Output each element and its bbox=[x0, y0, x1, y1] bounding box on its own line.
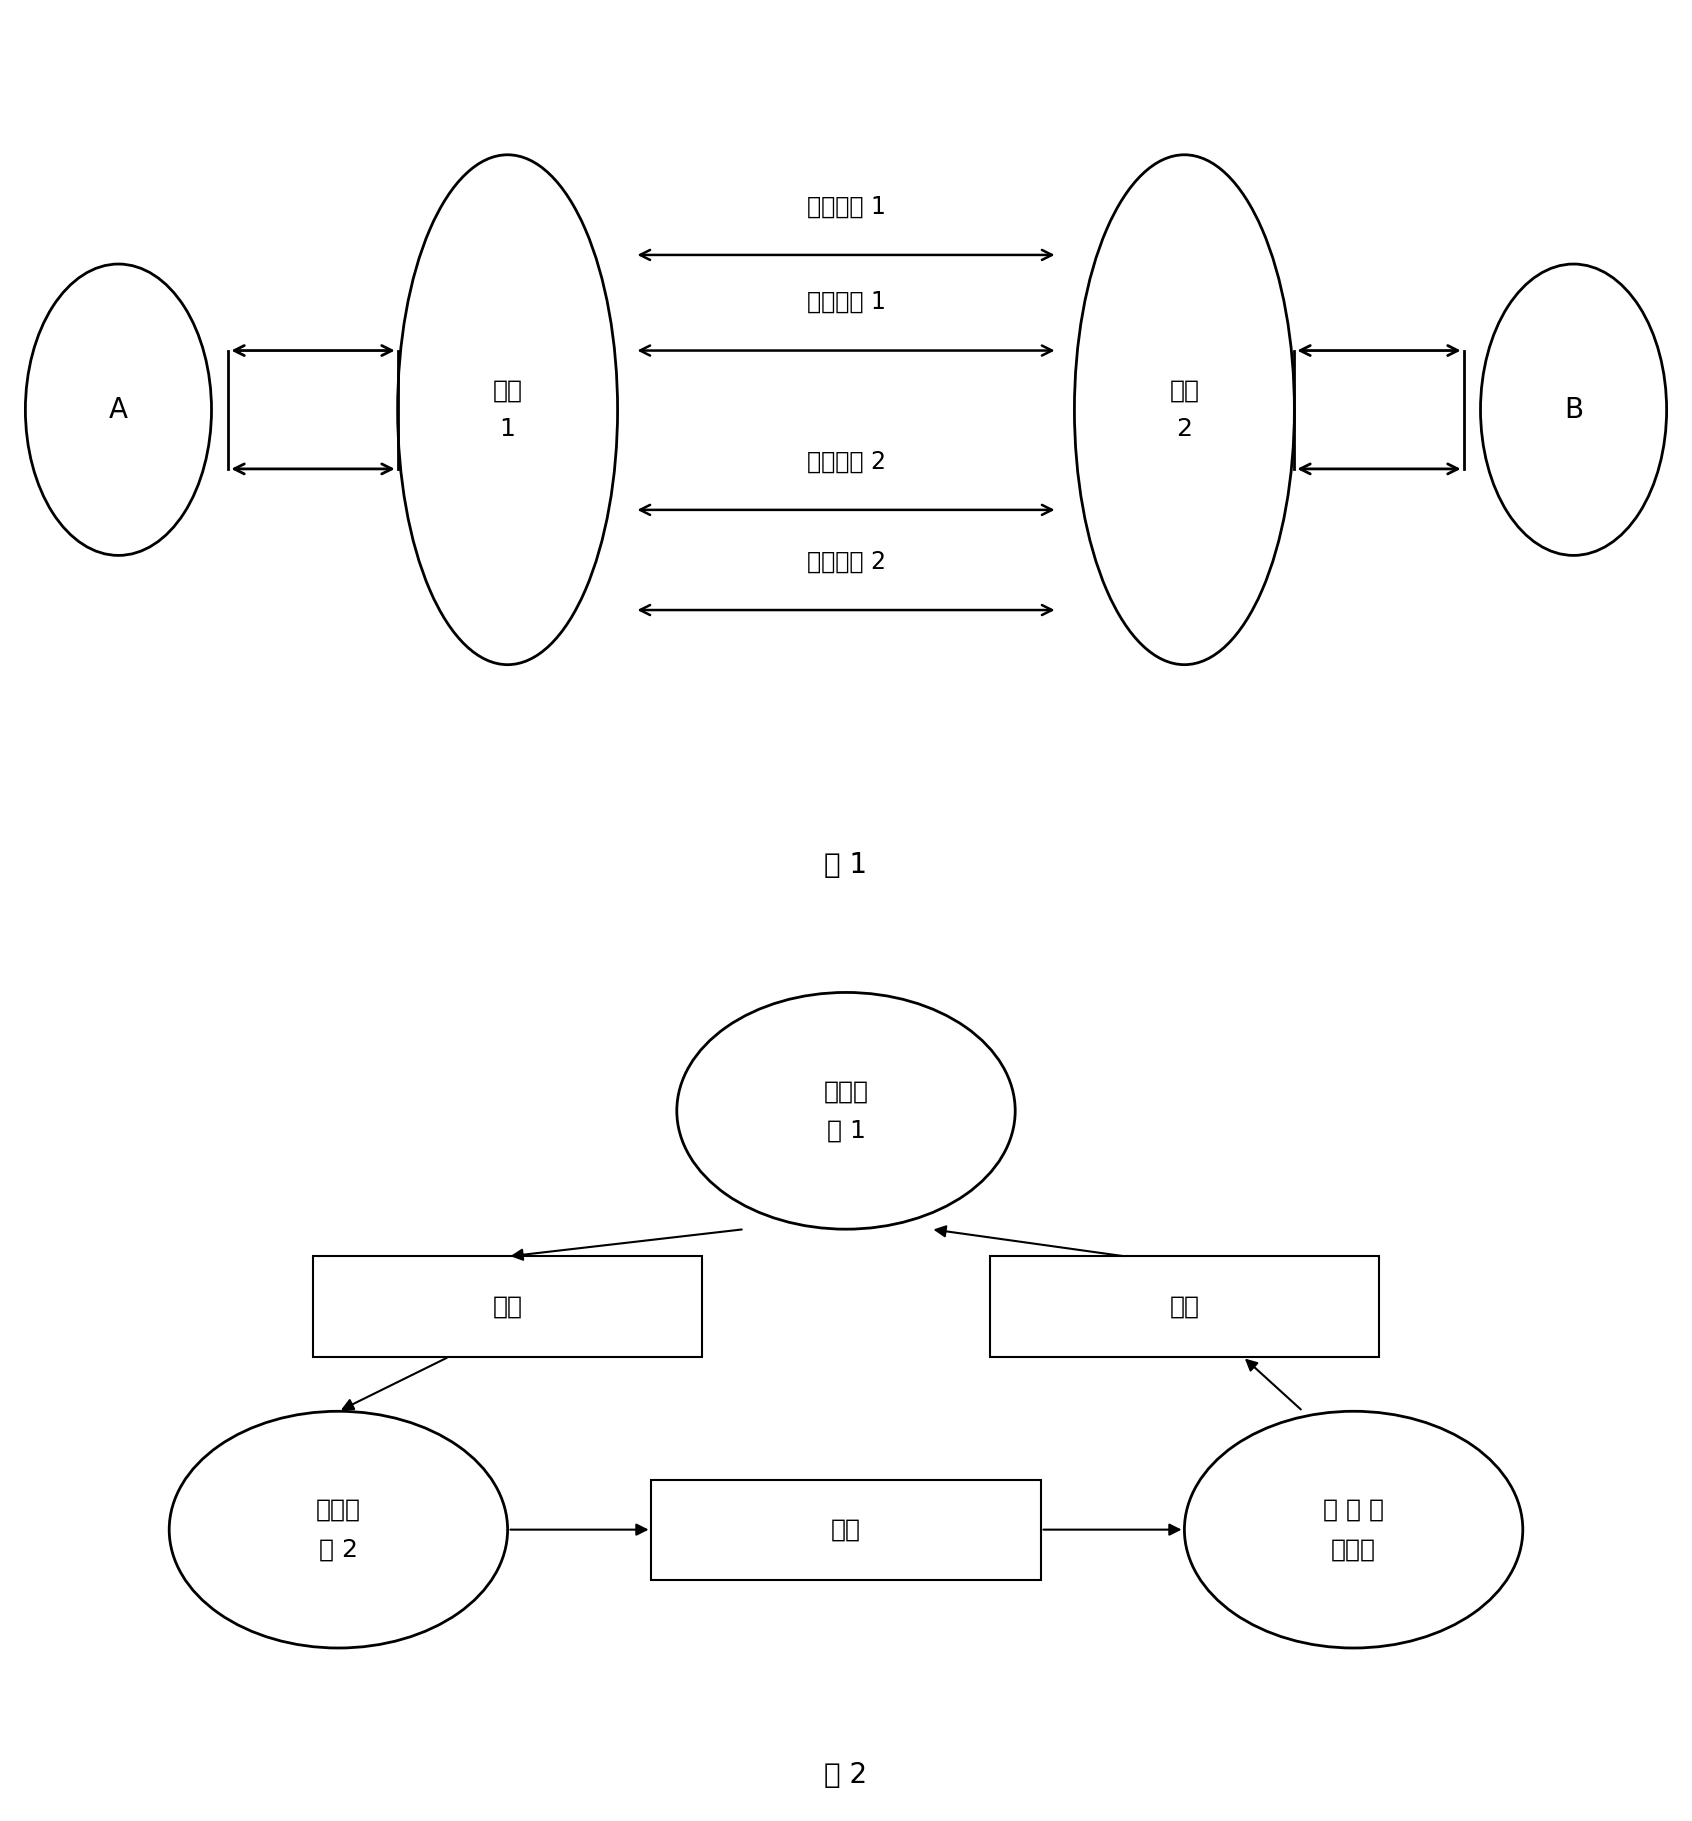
Text: 通讯通道 1: 通讯通道 1 bbox=[807, 290, 885, 313]
Text: B: B bbox=[1563, 395, 1584, 424]
Text: 图 1: 图 1 bbox=[824, 850, 868, 880]
Bar bbox=[990, 1256, 1379, 1357]
Text: 通讯通道 2: 通讯通道 2 bbox=[807, 450, 885, 473]
Text: 数据通道 2: 数据通道 2 bbox=[807, 550, 885, 574]
Text: 延时: 延时 bbox=[831, 1517, 861, 1542]
Text: 延时: 延时 bbox=[492, 1295, 523, 1318]
Text: 设备
1: 设备 1 bbox=[492, 379, 523, 441]
Text: 延时: 延时 bbox=[1169, 1295, 1200, 1318]
Bar bbox=[651, 1479, 1041, 1579]
Text: 发 送 有
效数据: 发 送 有 效数据 bbox=[1323, 1499, 1384, 1561]
Text: 发送状
态 2: 发送状 态 2 bbox=[316, 1499, 360, 1561]
Text: 设备
2: 设备 2 bbox=[1169, 379, 1200, 441]
Text: 数据通道 1: 数据通道 1 bbox=[807, 195, 885, 219]
Bar bbox=[313, 1256, 702, 1357]
Text: 发送状
态 1: 发送状 态 1 bbox=[824, 1080, 868, 1142]
Text: 图 2: 图 2 bbox=[824, 1761, 868, 1790]
Text: A: A bbox=[108, 395, 129, 424]
